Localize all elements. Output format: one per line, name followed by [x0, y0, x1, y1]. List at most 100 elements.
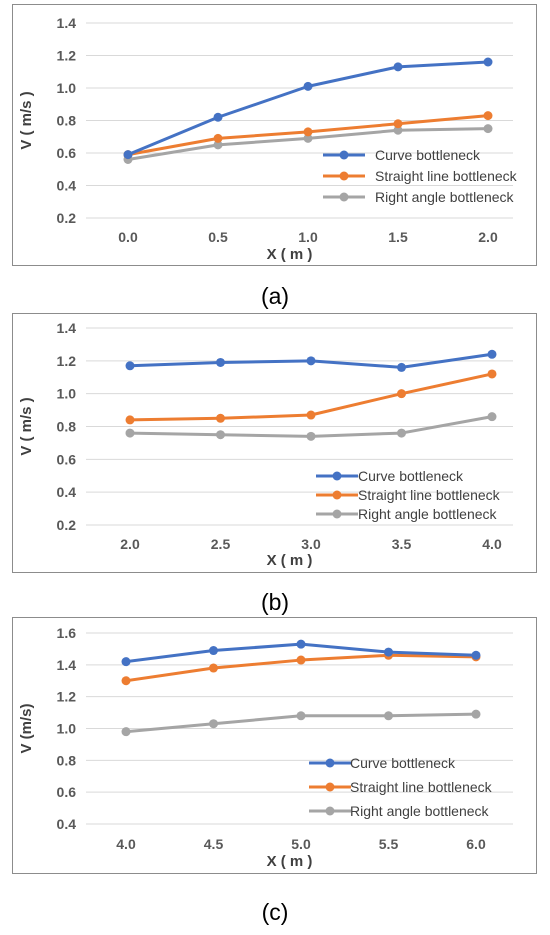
chart-b-svg: 0.2 0.4 0.6 0.8 1.0 1.2 1.4 2.0 2.5 3.0 3.5 4.0 X ( …	[18, 320, 513, 569]
chart-panel-b: 0.2 0.4 0.6 0.8 1.0 1.2 1.4 2.0 2.5 3.0 3.5 4.0 X ( …	[12, 313, 537, 573]
data-point	[209, 719, 218, 729]
data-point	[483, 57, 493, 67]
x-tick-label: 0.5	[208, 229, 228, 245]
legend-entry: Straight line bottleneck	[375, 168, 518, 184]
x-tick-label: 2.0	[478, 229, 498, 245]
x-tick-label: 3.5	[392, 536, 412, 552]
data-point	[121, 657, 131, 667]
legend-swatch-marker	[339, 150, 349, 160]
y-tick-label: 0.6	[57, 451, 77, 467]
x-tick-label: 1.5	[388, 229, 408, 245]
legend-entry: Right angle bottleneck	[358, 506, 498, 522]
y-tick-label: 0.6	[57, 784, 77, 800]
data-point	[303, 133, 313, 143]
y-tick-label: 1.2	[57, 353, 77, 369]
data-point	[306, 431, 316, 441]
x-tick-label: 1.0	[298, 229, 318, 245]
legend-swatch-marker	[332, 471, 342, 481]
y-tick-label: 0.2	[57, 210, 77, 226]
data-point	[384, 711, 393, 721]
data-point	[384, 647, 393, 657]
data-point	[393, 62, 403, 72]
x-axis-label: X ( m )	[267, 246, 313, 263]
data-point	[216, 430, 225, 440]
data-point	[213, 112, 223, 122]
data-point	[121, 727, 131, 737]
y-tick-label: 1.2	[57, 689, 77, 705]
x-axis-label: X ( m )	[267, 853, 313, 870]
x-tick-label: 4.5	[204, 836, 224, 852]
data-point	[213, 140, 223, 150]
y-tick-label: 0.8	[57, 752, 77, 768]
data-point	[393, 119, 403, 129]
x-tick-label: 0.0	[118, 229, 138, 245]
data-point	[123, 150, 133, 160]
x-tick-label: 3.0	[301, 536, 321, 552]
data-point	[296, 711, 306, 721]
data-point	[306, 356, 316, 366]
data-point	[296, 639, 306, 649]
data-point	[216, 413, 225, 423]
data-point	[125, 415, 135, 425]
x-tick-label: 5.0	[291, 836, 311, 852]
data-point	[216, 357, 225, 367]
data-point	[306, 410, 316, 420]
legend-swatch-marker	[332, 509, 342, 519]
chart-panel-a: 0.2 0.4 0.6 0.8 1.0 1.2 1.4 0.0 0.5 1.0 1.5 2.0 X ( …	[12, 4, 537, 266]
data-point	[213, 133, 223, 143]
data-point	[303, 81, 313, 91]
data-point	[303, 127, 313, 137]
caption-a: (a)	[260, 283, 290, 309]
data-point	[487, 412, 497, 422]
data-point	[487, 369, 497, 379]
data-point	[121, 676, 131, 686]
legend-entry: Curve bottleneck	[350, 755, 456, 771]
x-tick-label: 2.5	[211, 536, 231, 552]
legend-swatch-marker	[325, 782, 335, 792]
y-tick-label: 0.4	[57, 816, 77, 832]
legend-swatch-marker	[332, 490, 342, 500]
legend-swatch-marker	[339, 171, 349, 181]
data-point	[397, 362, 406, 372]
chart-panel-c: 0.4 0.6 0.8 1.0 1.2 1.4 1.6 4.0 4.5 5.0 5.5 6.0 X ( …	[12, 617, 537, 874]
legend-swatch-marker	[339, 192, 349, 202]
legend-entry: Curve bottleneck	[358, 468, 464, 484]
caption-b: (b)	[260, 589, 290, 615]
legend-entry: Right angle bottleneck	[375, 189, 515, 205]
caption-c: (c)	[261, 899, 289, 925]
x-tick-label: 2.0	[120, 536, 140, 552]
y-tick-label: 0.8	[57, 419, 77, 435]
data-point	[471, 709, 481, 719]
legend-swatch-marker	[325, 806, 335, 816]
y-tick-label: 1.0	[57, 386, 77, 402]
data-point	[125, 428, 135, 438]
legend-swatch-marker	[325, 758, 335, 768]
y-tick-label: 1.2	[57, 48, 77, 64]
chart-a-svg: 0.2 0.4 0.6 0.8 1.0 1.2 1.4 0.0 0.5 1.0 1.5 2.0 X ( …	[18, 15, 518, 263]
y-tick-label: 0.4	[57, 178, 77, 194]
y-tick-label: 0.2	[57, 517, 77, 533]
data-point	[209, 663, 218, 673]
y-tick-label: 1.0	[57, 721, 77, 737]
y-tick-label: 0.6	[57, 145, 77, 161]
data-point	[393, 125, 403, 135]
data-point	[397, 428, 406, 438]
legend-entry: Straight line bottleneck	[358, 487, 501, 503]
legend-entry: Curve bottleneck	[375, 147, 481, 163]
data-point	[471, 650, 481, 660]
y-axis-label: V ( m/s )	[18, 91, 35, 149]
data-point	[209, 646, 218, 656]
chart-c-svg: 0.4 0.6 0.8 1.0 1.2 1.4 1.6 4.0 4.5 5.0 5.5 6.0 X ( …	[18, 625, 513, 870]
data-point	[483, 124, 493, 134]
legend-entry: Straight line bottleneck	[350, 779, 493, 795]
x-tick-label: 4.0	[482, 536, 502, 552]
legend-entry: Right angle bottleneck	[350, 803, 490, 819]
y-axis-label: V (m/s)	[18, 703, 35, 753]
y-tick-label: 1.6	[57, 625, 77, 641]
y-tick-label: 1.4	[57, 320, 77, 336]
x-tick-label: 6.0	[466, 836, 486, 852]
y-tick-label: 1.4	[57, 657, 77, 673]
y-axis-label: V ( m/s )	[18, 397, 35, 455]
y-tick-label: 1.0	[57, 80, 77, 96]
data-point	[397, 389, 406, 399]
